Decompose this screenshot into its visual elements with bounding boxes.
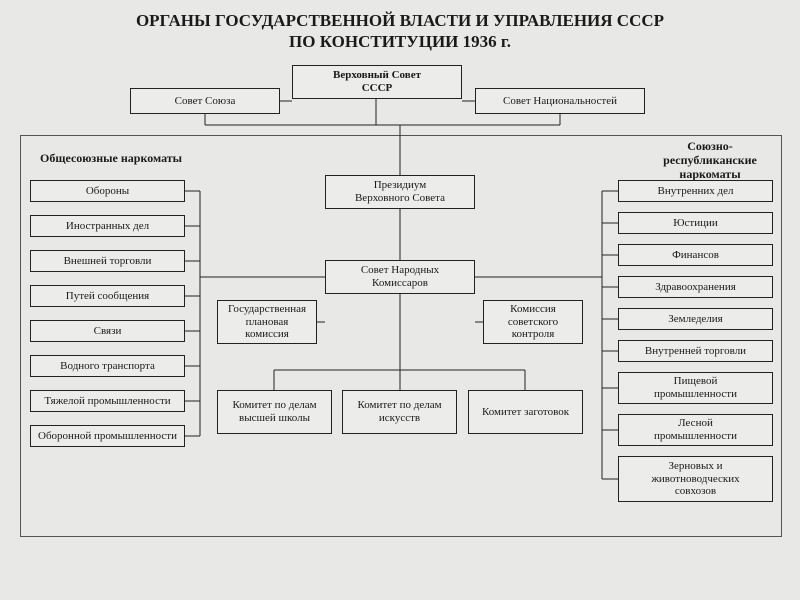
box-gosplan: Государственная плановая комиссия bbox=[217, 300, 317, 344]
right-item-4: Земледелия bbox=[618, 308, 773, 330]
cmt-proc-label: Комитет заготовок bbox=[482, 406, 569, 419]
root-line2: СССР bbox=[362, 82, 393, 94]
box-soviet-nationalities-chamber: Совет Национальностей bbox=[475, 88, 645, 114]
box-committee-school: Комитет по делам высшей школы bbox=[217, 390, 332, 434]
gosplan-l3: комиссия bbox=[245, 328, 289, 340]
box-supreme-soviet: Верховный Совет СССР bbox=[292, 65, 462, 99]
right-item-2: Финансов bbox=[618, 244, 773, 266]
box-presidium: Президиум Верховного Совета bbox=[325, 175, 475, 209]
chamber-right-label: Совет Национальностей bbox=[503, 95, 617, 108]
box-soviet-union-chamber: Совет Союза bbox=[130, 88, 280, 114]
left-item-4: Связи bbox=[30, 320, 185, 342]
left-item-1: Иностранных дел bbox=[30, 215, 185, 237]
root-line1: Верховный Совет bbox=[333, 69, 421, 81]
left-item-5: Водного транспорта bbox=[30, 355, 185, 377]
box-control-commission: Комиссия советского контроля bbox=[483, 300, 583, 344]
gosplan-l1: Государственная bbox=[228, 303, 306, 315]
right-item-6: Пищевойпромышленности bbox=[618, 372, 773, 404]
title-line2: ПО КОНСТИТУЦИИ 1936 г. bbox=[289, 32, 511, 51]
cmt-school-l1: Комитет по делам bbox=[232, 399, 316, 411]
page-title: ОРГАНЫ ГОСУДАРСТВЕННОЙ ВЛАСТИ И УПРАВЛЕН… bbox=[0, 10, 800, 53]
presidium-line1: Президиум bbox=[374, 179, 427, 191]
snk-line2: Комиссаров bbox=[372, 277, 428, 289]
left-item-0: Обороны bbox=[30, 180, 185, 202]
cmt-arts-l2: искусств bbox=[379, 412, 420, 424]
page: ОРГАНЫ ГОСУДАРСТВЕННОЙ ВЛАСТИ И УПРАВЛЕН… bbox=[0, 0, 800, 600]
left-item-6: Тяжелой промышленности bbox=[30, 390, 185, 412]
control-l3: контроля bbox=[512, 328, 555, 340]
right-item-1: Юстиции bbox=[618, 212, 773, 234]
title-line1: ОРГАНЫ ГОСУДАРСТВЕННОЙ ВЛАСТИ И УПРАВЛЕН… bbox=[136, 11, 664, 30]
control-l1: Комиссия bbox=[510, 303, 556, 315]
left-item-7: Оборонной промышленности bbox=[30, 425, 185, 447]
left-header: Общесоюзные наркоматы bbox=[40, 152, 210, 166]
cmt-arts-l1: Комитет по делам bbox=[357, 399, 441, 411]
left-item-2: Внешней торговли bbox=[30, 250, 185, 272]
right-header: Союзно- республиканские наркоматы bbox=[640, 140, 780, 181]
gosplan-l2: плановая bbox=[246, 316, 289, 328]
left-item-3: Путей сообщения bbox=[30, 285, 185, 307]
box-committee-arts: Комитет по делам искусств bbox=[342, 390, 457, 434]
box-committee-procurement: Комитет заготовок bbox=[468, 390, 583, 434]
presidium-line2: Верховного Совета bbox=[355, 192, 445, 204]
box-snk: Совет Народных Комиссаров bbox=[325, 260, 475, 294]
control-l2: советского bbox=[508, 316, 558, 328]
right-item-8: Зерновых иживотноводческихсовхозов bbox=[618, 456, 773, 502]
right-item-5: Внутренней торговли bbox=[618, 340, 773, 362]
right-item-7: Леснойпромышленности bbox=[618, 414, 773, 446]
chamber-left-label: Совет Союза bbox=[175, 95, 236, 108]
snk-line1: Совет Народных bbox=[361, 264, 439, 276]
cmt-school-l2: высшей школы bbox=[239, 412, 310, 424]
right-item-0: Внутренних дел bbox=[618, 180, 773, 202]
right-item-3: Здравоохранения bbox=[618, 276, 773, 298]
